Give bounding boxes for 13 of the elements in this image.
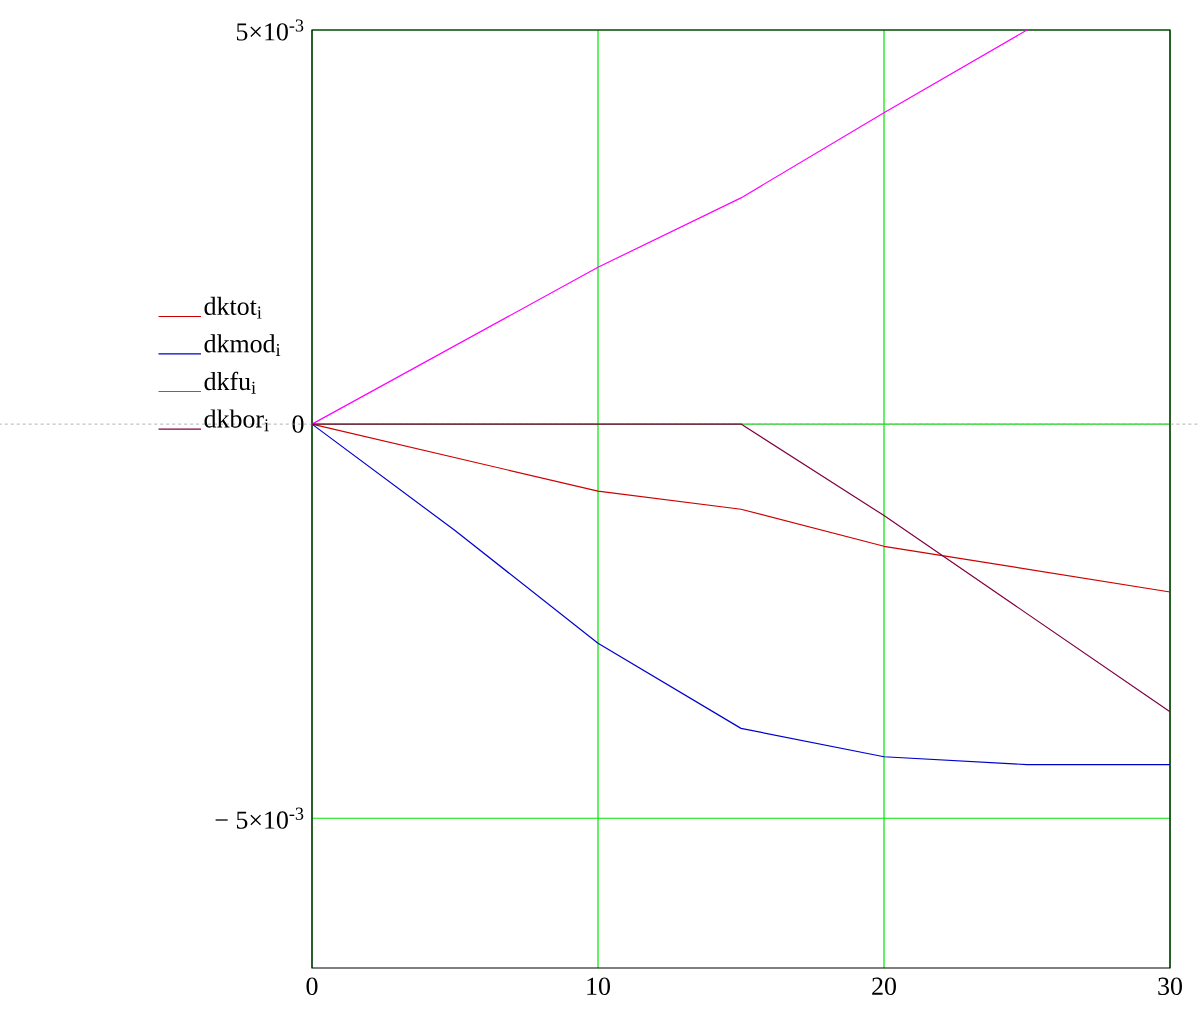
legend-label: dkmod$_{i}$ — [204, 334, 281, 356]
y-tick-label: − 5×10$^{-3}$ — [215, 807, 304, 829]
x-tick-label: 0 — [306, 977, 318, 995]
legend-label: dkbor$_{i}$ — [204, 409, 269, 432]
y-tick-label: 5×10$^{-3}$ — [236, 19, 304, 41]
line-series — [311, 423, 1171, 766]
x-tick-label: 30 — [1158, 977, 1182, 995]
line-series — [311, 29, 1028, 425]
y-tick-label: 0 — [292, 415, 304, 433]
legend-label: dktot$_{i}$ — [204, 296, 262, 319]
x-tick-label: 20 — [872, 977, 896, 995]
legend-label: dkfu$_{i}$ — [204, 371, 256, 394]
x-tick-label: 10 — [587, 977, 610, 995]
